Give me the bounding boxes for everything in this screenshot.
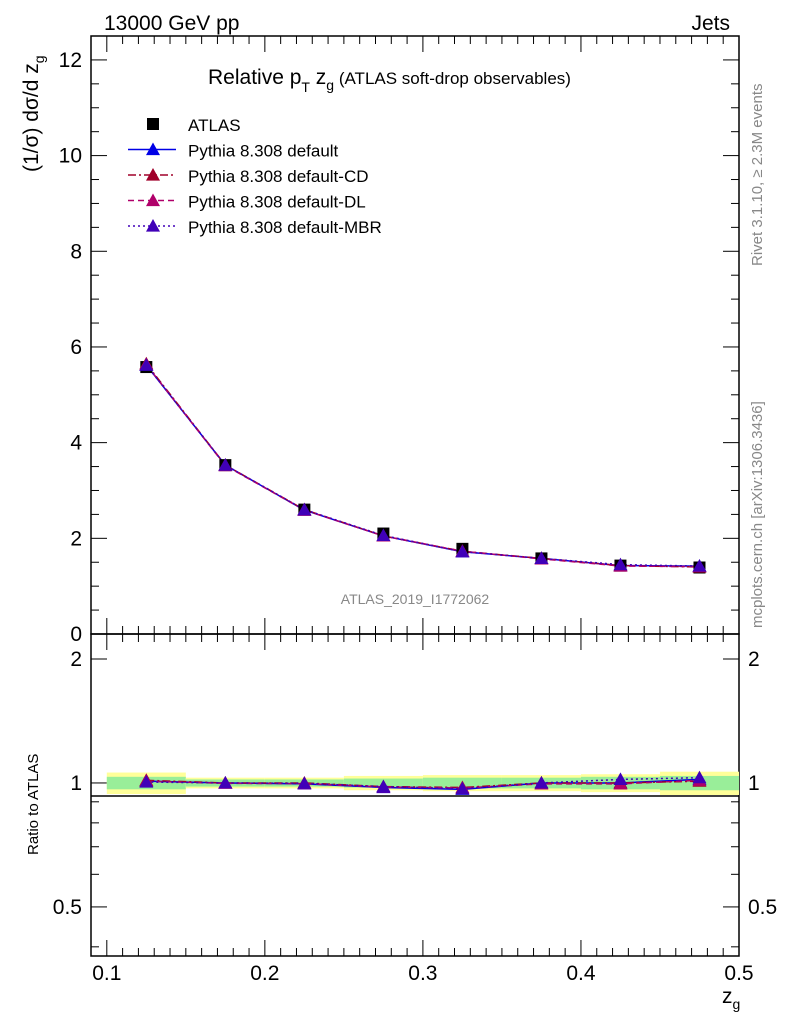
x-tick-label: 0.5	[724, 962, 753, 985]
mc-data-point	[455, 544, 470, 558]
mc-data-point	[692, 559, 707, 572]
analysis-id: ATLAS_2019_I1772062	[341, 591, 490, 607]
ratio-data-point	[218, 775, 233, 789]
ratio-series-line	[146, 779, 700, 789]
plot-title-mid: z	[310, 66, 326, 89]
plot-title: Relative pT zg (ATLAS soft-drop observab…	[208, 66, 571, 95]
ratio-data-point	[376, 779, 391, 793]
x-tick-label: 0.3	[408, 962, 437, 985]
plot-title-sub: T	[301, 79, 310, 95]
legend-label: Pythia 8.308 default-CD	[188, 167, 369, 186]
xlabel-sub: g	[733, 996, 741, 1012]
x-tick-label: 0.1	[92, 962, 121, 985]
mc-data-point	[218, 458, 233, 471]
mc-data-point	[376, 528, 391, 542]
plot-title-prefix: Relative p	[208, 66, 301, 89]
main-series-line	[145, 364, 700, 567]
ratio-y-tick-label-left: 1	[70, 772, 82, 795]
ratio-y-tick-label-left: 0.5	[53, 896, 82, 919]
main-y-tick-label: 8	[70, 240, 82, 263]
mc-data-point	[139, 358, 154, 371]
mcplots-text: mcplots.cern.ch [arXiv:1306.3436]	[749, 401, 766, 628]
ratio-y-tick-label-right: 2	[748, 648, 760, 671]
legend-label: Pythia 8.308 default-DL	[188, 193, 366, 212]
ratio-data-point	[455, 781, 470, 795]
main-series-group	[139, 356, 707, 574]
legend-marker	[146, 168, 160, 181]
xlabel: zg	[722, 985, 740, 1012]
xlabel-text: z	[722, 985, 733, 1008]
main-ylabel: (1/σ) dσ/d zg	[20, 55, 47, 172]
ratio-panel-frame	[90, 633, 740, 957]
ratio-series-group	[139, 770, 707, 795]
mc-data-point	[613, 557, 628, 571]
main-ylabel-sub: g	[31, 55, 47, 63]
main-y-tick-label: 4	[70, 432, 82, 455]
mc-data-point	[297, 502, 312, 516]
ratio-data-point	[534, 775, 549, 789]
x-tick-label: 0.2	[250, 962, 279, 985]
legend: ATLAS Pythia 8.308 default Pythia 8.308 de…	[128, 116, 382, 237]
header-left: 13000 GeV pp	[104, 12, 239, 35]
main-y-tick-label: 0	[70, 623, 82, 646]
legend-label: Pythia 8.308 default-MBR	[188, 218, 382, 237]
rivet-version-text: Rivet 3.1.10, ≥ 2.3M events	[749, 84, 766, 267]
ratio-data-point	[297, 776, 312, 789]
main-ylabel-text: (1/σ) dσ/d z	[20, 63, 43, 172]
ratio-y-tick-label-left: 2	[70, 648, 82, 671]
axis-ticks	[90, 35, 740, 956]
ratio-data-point	[613, 772, 628, 786]
legend-marker	[146, 142, 160, 156]
ratio-data-point	[139, 775, 154, 788]
ratio-ylabel: Ratio to ATLAS	[25, 754, 42, 855]
plot-title-sub2: g	[326, 77, 334, 93]
legend-label: Pythia 8.308 default	[188, 142, 339, 161]
ratio-y-tick-label-right: 0.5	[748, 896, 777, 919]
ratio-y-tick-label-right: 1	[748, 772, 760, 795]
legend-marker	[146, 193, 160, 207]
main-y-tick-label: 12	[59, 49, 82, 72]
plot-title-suffix: (ATLAS soft-drop observables)	[334, 69, 571, 88]
mc-data-point	[534, 551, 549, 565]
legend-marker	[146, 219, 160, 232]
main-y-tick-label: 10	[59, 145, 82, 168]
main-y-tick-label: 6	[70, 336, 82, 359]
header-right: Jets	[691, 12, 730, 35]
x-tick-label: 0.4	[566, 962, 596, 985]
main-y-tick-label: 2	[70, 527, 82, 550]
legend-label: ATLAS	[188, 116, 241, 135]
ratio-series-line	[146, 776, 700, 790]
legend-marker	[147, 118, 159, 130]
ratio-data-point	[692, 770, 707, 784]
